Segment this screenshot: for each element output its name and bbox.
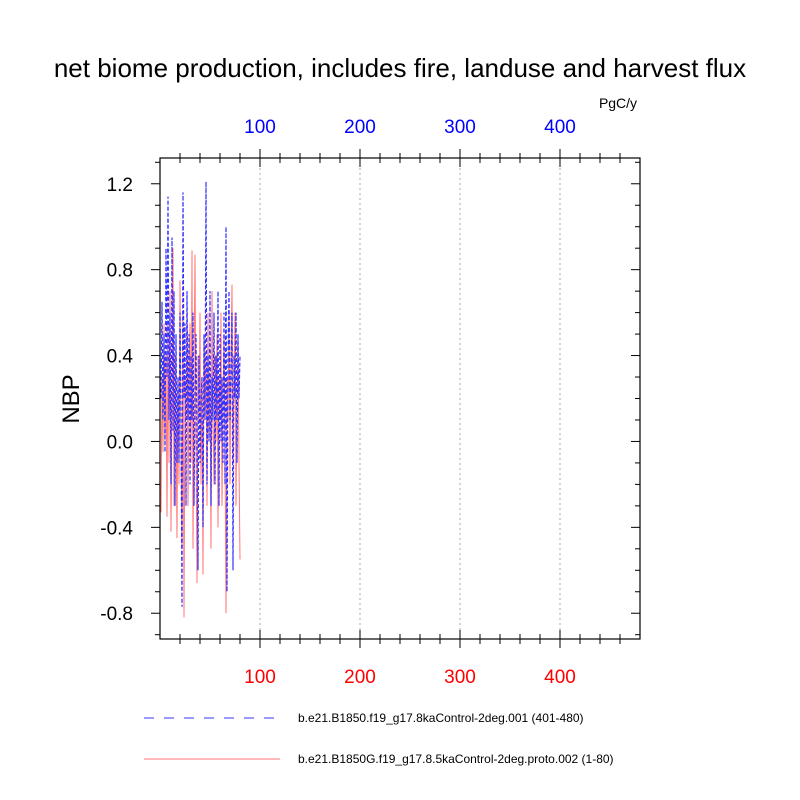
x-tick-label-top: 400 bbox=[544, 117, 576, 138]
legend-label: b.e21.B1850G.f19_g17.8.5kaControl-2deg.p… bbox=[298, 752, 614, 766]
legend: b.e21.B1850.f19_g17.8kaControl-2deg.001 … bbox=[144, 711, 614, 766]
x-tick-label-top: 100 bbox=[244, 117, 276, 138]
y-tick-label: -0.4 bbox=[100, 518, 133, 539]
series-lines bbox=[160, 181, 241, 618]
y-axis-label: NBP bbox=[58, 374, 85, 423]
x-tick-label-bottom: 100 bbox=[244, 667, 276, 688]
x-tick-label-bottom: 300 bbox=[444, 667, 476, 688]
axis-tick-labels: 100 100 200 200 300 300 400 400 1.2 0.8 0.4 0.0 -0.4… bbox=[100, 117, 576, 688]
chart-title: net biome production, includes fire, lan… bbox=[54, 53, 746, 83]
axis-ticks bbox=[151, 149, 640, 648]
y-tick-label: 0.0 bbox=[107, 432, 133, 453]
x-tick-label-top: 300 bbox=[444, 117, 476, 138]
units-label: PgC/y bbox=[599, 95, 637, 111]
y-tick-label: -0.8 bbox=[100, 604, 133, 625]
y-tick-label: 1.2 bbox=[107, 175, 133, 196]
gridlines bbox=[259, 158, 561, 639]
legend-label: b.e21.B1850.f19_g17.8kaControl-2deg.001 … bbox=[298, 711, 584, 725]
y-tick-label: 0.4 bbox=[107, 347, 134, 368]
x-tick-label-top: 200 bbox=[344, 117, 376, 138]
series-line-8ka bbox=[160, 181, 241, 607]
y-tick-label: 0.8 bbox=[107, 261, 133, 282]
x-tick-label-bottom: 200 bbox=[344, 667, 376, 688]
x-tick-label-bottom: 400 bbox=[544, 667, 576, 688]
